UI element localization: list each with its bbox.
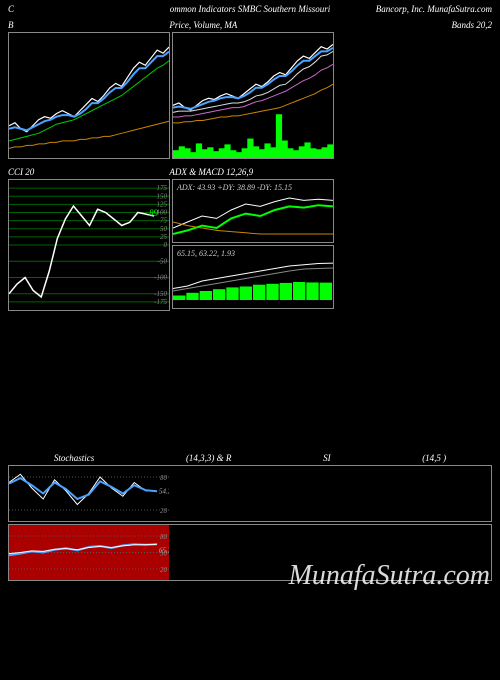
svg-text:89: 89	[149, 208, 159, 218]
svg-text:125: 125	[157, 200, 168, 208]
svg-text:0: 0	[164, 241, 168, 249]
chart-stoch: 80 20 54.25	[9, 466, 169, 521]
title-cci: CCI 20	[8, 167, 169, 177]
svg-text:150: 150	[157, 192, 168, 200]
svg-text:50: 50	[160, 225, 168, 233]
title-stoch-params: (14,3,3) & R	[186, 453, 232, 463]
panel-ma	[8, 32, 170, 159]
row2: 1751501251007550250 -50 -100 -150-175 89 ADX…	[0, 179, 500, 311]
svg-text:-175: -175	[154, 298, 167, 306]
svg-text:20: 20	[160, 566, 168, 574]
panel-adx-macd-stack: ADX: 43.93 +DY: 38.89 -DY: 15.15 65.15, …	[172, 179, 334, 311]
panel-rsi: 80502065.25	[8, 524, 492, 581]
svg-text:175: 175	[157, 184, 168, 192]
svg-text:65.15, 63.22, 1.93: 65.15, 63.22, 1.93	[177, 249, 235, 258]
svg-text:100: 100	[157, 209, 168, 217]
chart-adx: ADX: 43.93 +DY: 38.89 -DY: 15.15	[173, 180, 333, 242]
title-stoch: Stochastics	[54, 453, 95, 463]
chart-cci: 1751501251007550250 -50 -100 -150-175 89	[9, 180, 169, 310]
panel-cci: 1751501251007550250 -50 -100 -150-175 89	[8, 179, 170, 311]
page-header: C ommon Indicators SMBC Southern Missour…	[0, 0, 500, 18]
svg-text:25: 25	[160, 233, 168, 241]
row2-titles: CCI 20 ADX & MACD 12,26,9	[0, 165, 500, 179]
svg-text:75: 75	[160, 217, 168, 225]
title-si: SI	[323, 453, 331, 463]
svg-text:-50: -50	[158, 257, 168, 265]
header-center: ommon Indicators SMBC Southern Missouri	[169, 4, 330, 14]
svg-text:ADX: 43.93 +DY: 38.89 -DY: 15.: ADX: 43.93 +DY: 38.89 -DY: 15.15	[176, 183, 292, 192]
svg-text:-150: -150	[154, 290, 167, 298]
panel-adx: ADX: 43.93 +DY: 38.89 -DY: 15.15	[172, 179, 334, 243]
svg-text:20: 20	[160, 507, 168, 515]
panel-price-vol	[172, 32, 334, 159]
chart-rsi: 80502065.25	[9, 525, 169, 580]
row3: 802054.25 80502065.25	[0, 465, 500, 581]
panel-stoch: 80 20 54.25	[8, 465, 492, 522]
row1	[0, 32, 500, 159]
svg-text:54.25: 54.25	[159, 488, 169, 496]
header-right: Bancorp, Inc. MunafaSutra.com	[331, 4, 492, 14]
title-price: Price, Volume, MA	[169, 20, 330, 30]
chart-price-vol	[173, 33, 333, 158]
title-b: B	[8, 20, 169, 30]
svg-text:80: 80	[160, 474, 168, 482]
chart-macd: 65.15, 63.22, 1.93	[173, 246, 333, 308]
row3-titles: Stochastics (14,3,3) & R SI (14,5 )	[0, 451, 500, 465]
svg-text:-100: -100	[154, 274, 167, 282]
header-left: C	[8, 4, 169, 14]
title-adx-macd: ADX & MACD 12,26,9	[169, 167, 330, 177]
title-bands: Bands 20,2	[331, 20, 492, 30]
chart-ma	[9, 33, 169, 158]
svg-text:65.25: 65.25	[159, 547, 169, 555]
panel-macd: 65.15, 63.22, 1.93	[172, 245, 334, 309]
svg-text:80: 80	[160, 533, 168, 541]
title-si-params: (14,5 )	[422, 453, 446, 463]
row1-titles: B Price, Volume, MA Bands 20,2	[0, 18, 500, 32]
